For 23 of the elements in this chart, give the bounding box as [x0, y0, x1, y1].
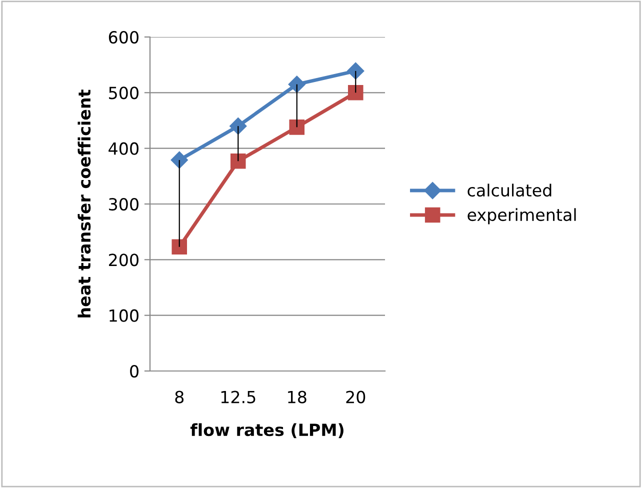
x-tick-label: 20 — [346, 390, 366, 404]
point — [289, 120, 305, 135]
x-axis-title: flow rates (LPM) — [190, 423, 344, 438]
legend-label: calculated — [468, 184, 552, 197]
point — [170, 151, 188, 169]
y-tick-label: 100 — [110, 309, 138, 322]
y-tick-label: 300 — [109, 198, 138, 211]
point — [347, 62, 364, 80]
y-tick-label: 600 — [108, 30, 138, 44]
x-tick-label: 8 — [175, 390, 184, 404]
point — [348, 85, 364, 100]
legend-label: experimental — [468, 208, 576, 224]
x-tick-label: 12.5 — [221, 390, 256, 404]
y-tick-label: 500 — [109, 86, 138, 100]
point — [172, 239, 188, 255]
point — [230, 153, 246, 169]
x-tick-label: 18 — [288, 390, 306, 404]
point — [288, 76, 306, 93]
y-tick-label: 400 — [108, 142, 138, 155]
y-tick-label: 0 — [130, 364, 138, 378]
point — [230, 118, 247, 135]
y-tick-label: 200 — [108, 254, 138, 266]
y-axis-title: heat transfer coefficient — [78, 90, 91, 318]
